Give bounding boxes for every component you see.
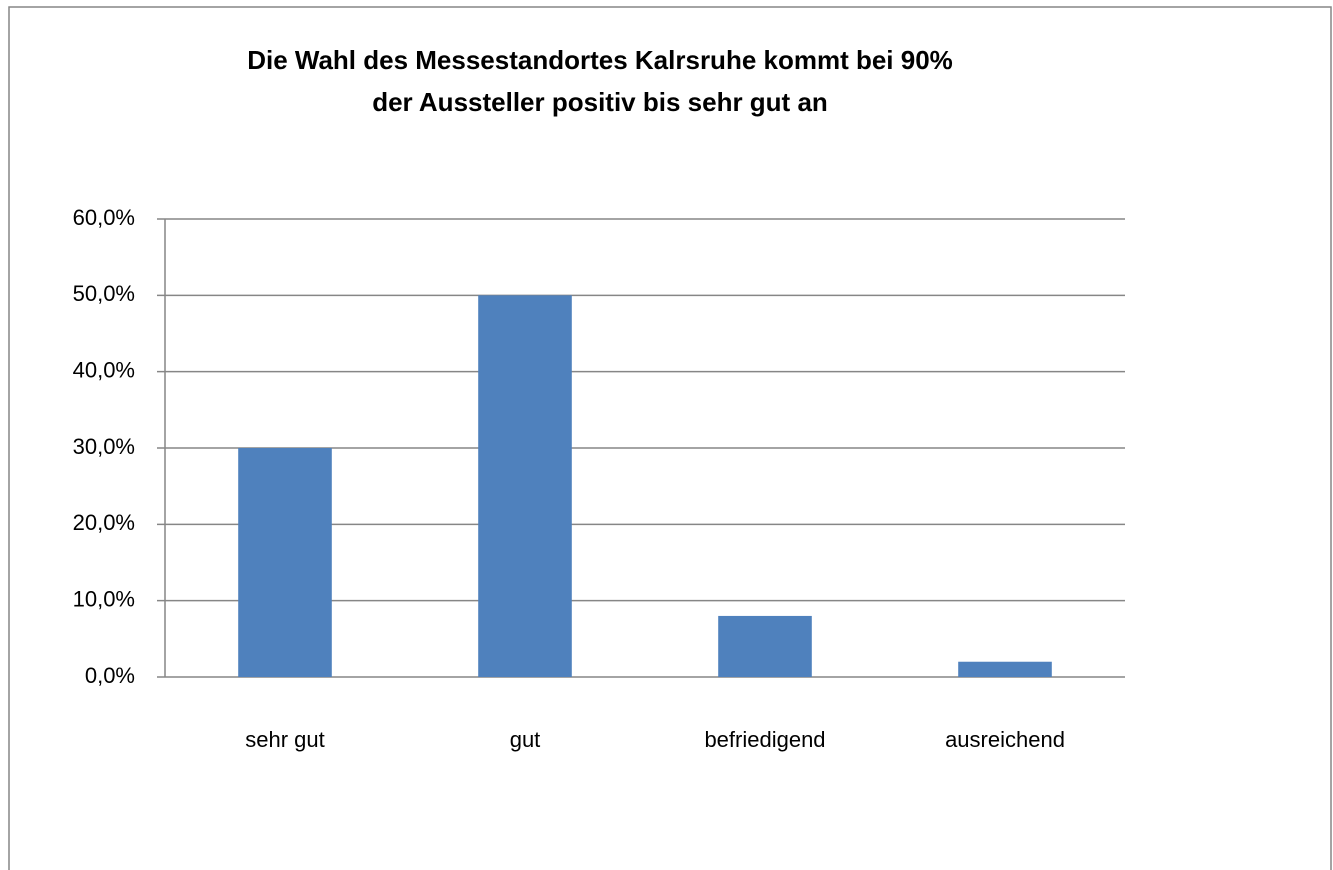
y-tick-label: 50,0% [73,281,135,306]
y-tick-label: 0,0% [85,663,135,688]
y-tick-label: 20,0% [73,510,135,535]
y-tick-label: 10,0% [73,586,135,611]
y-tick-label: 30,0% [73,434,135,459]
bar [718,615,812,677]
x-tick-label: ausreichend [945,727,1065,752]
x-tick-label: befriedigend [704,727,825,752]
chart-title: der Aussteller positiv bis sehr gut an [372,87,828,117]
x-tick-label: sehr gut [245,727,325,752]
bar [958,661,1052,677]
y-tick-label: 40,0% [73,357,135,382]
bar [238,448,332,677]
y-tick-label: 60,0% [73,205,135,230]
chart-title: Die Wahl des Messestandortes Kalrsruhe k… [247,45,953,75]
chart-frame [8,6,1332,870]
bar [478,295,572,677]
x-tick-label: gut [510,727,541,752]
